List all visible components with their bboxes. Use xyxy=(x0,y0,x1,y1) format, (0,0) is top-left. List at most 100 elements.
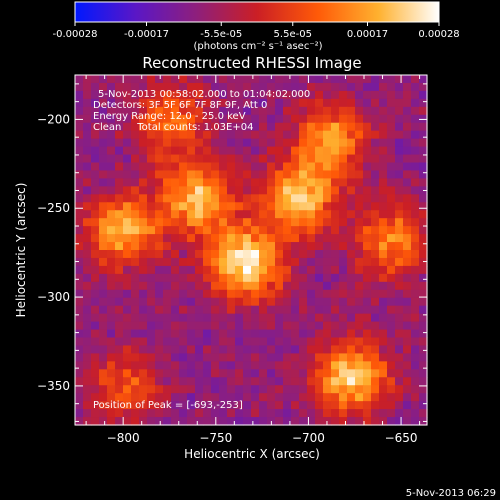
heatmap-cell xyxy=(403,417,412,426)
heatmap-cell xyxy=(203,82,212,92)
heatmap-cell xyxy=(419,385,428,394)
heatmap-cell xyxy=(403,90,412,100)
heatmap-cell xyxy=(115,170,124,179)
heatmap-cell xyxy=(163,130,172,140)
heatmap-cell xyxy=(363,329,372,339)
heatmap-cell xyxy=(203,345,212,354)
heatmap-cell xyxy=(259,409,268,418)
heatmap-cell xyxy=(315,194,324,203)
heatmap-cell xyxy=(131,130,140,140)
heatmap-cell xyxy=(115,130,124,140)
heatmap-cell xyxy=(339,297,348,307)
heatmap-cell xyxy=(387,154,396,164)
heatmap-cell xyxy=(227,202,236,211)
heatmap-cell xyxy=(363,154,372,164)
heatmap-cell xyxy=(123,90,132,100)
heatmap-cell xyxy=(363,210,372,219)
heatmap-cell xyxy=(203,321,212,331)
heatmap-cell xyxy=(315,114,324,124)
heatmap-cell xyxy=(171,250,180,259)
heatmap-cell xyxy=(403,98,412,108)
heatmap-cell xyxy=(187,82,196,92)
heatmap-cell xyxy=(275,377,284,386)
heatmap-cell xyxy=(339,273,348,283)
heatmap-cell xyxy=(187,353,196,362)
heatmap-cell xyxy=(227,194,236,203)
heatmap-cell xyxy=(291,194,300,203)
heatmap-cell xyxy=(235,98,244,108)
heatmap-cell xyxy=(363,178,372,187)
heatmap-cell xyxy=(163,202,172,211)
heatmap-cell xyxy=(291,202,300,211)
heatmap-cell xyxy=(91,353,100,362)
heatmap-cell xyxy=(227,154,236,164)
heatmap-cell xyxy=(147,393,156,402)
heatmap-cell xyxy=(259,321,268,331)
heatmap-cell xyxy=(139,75,148,84)
heatmap-cell xyxy=(363,250,372,259)
heatmap-cell xyxy=(163,329,172,339)
heatmap-cell xyxy=(211,337,220,347)
heatmap-cell xyxy=(259,353,268,362)
heatmap-cell xyxy=(179,170,188,179)
heatmap-cell xyxy=(155,82,164,92)
heatmap-cell xyxy=(131,273,140,283)
heatmap-cell xyxy=(219,265,228,275)
heatmap-cell xyxy=(299,98,308,108)
heatmap-cell xyxy=(139,345,148,354)
heatmap-cell xyxy=(299,194,308,203)
heatmap-cell xyxy=(195,162,204,172)
heatmap-cell xyxy=(355,393,364,402)
heatmap-cell xyxy=(347,130,356,140)
heatmap-cell xyxy=(107,409,116,418)
heatmap-cell xyxy=(379,313,388,323)
heatmap-cell xyxy=(115,265,124,275)
heatmap-cell xyxy=(91,210,100,219)
heatmap-cell xyxy=(179,345,188,354)
heatmap-cell xyxy=(179,385,188,394)
heatmap-cell xyxy=(243,345,252,354)
heatmap-cell xyxy=(123,186,132,195)
heatmap-cell xyxy=(83,82,92,92)
heatmap-cell xyxy=(91,361,100,370)
heatmap-cell xyxy=(203,281,212,291)
heatmap-cell xyxy=(195,114,204,124)
heatmap-cell xyxy=(267,234,276,243)
heatmap-cell xyxy=(219,130,228,140)
heatmap-cell xyxy=(107,90,116,100)
heatmap-cell xyxy=(419,170,428,179)
heatmap-cell xyxy=(203,337,212,347)
heatmap-cell xyxy=(291,242,300,251)
heatmap-cell xyxy=(203,106,212,116)
heatmap-cell xyxy=(139,202,148,211)
heatmap-cell xyxy=(163,289,172,299)
heatmap-cell xyxy=(91,345,100,354)
heatmap-cell xyxy=(99,385,108,394)
heatmap-cell xyxy=(131,353,140,362)
heatmap-cell xyxy=(347,377,356,386)
heatmap-cell xyxy=(291,361,300,370)
heatmap-cell xyxy=(75,202,84,211)
heatmap-cell xyxy=(291,106,300,116)
heatmap-cell xyxy=(219,170,228,179)
heatmap-cell xyxy=(395,409,404,418)
heatmap-cell xyxy=(355,114,364,124)
heatmap-cell xyxy=(403,242,412,251)
heatmap-cell xyxy=(219,273,228,283)
heatmap-cell xyxy=(235,377,244,386)
heatmap-cell xyxy=(187,257,196,267)
heatmap-cell xyxy=(219,122,228,132)
heatmap-cell xyxy=(331,297,340,307)
heatmap-cell xyxy=(147,417,156,426)
heatmap-cell xyxy=(259,257,268,267)
heatmap-cell xyxy=(371,281,380,291)
heatmap-cell xyxy=(147,289,156,299)
heatmap-cell xyxy=(419,353,428,362)
heatmap-cell xyxy=(235,194,244,203)
heatmap-cell xyxy=(155,377,164,386)
heatmap-cell xyxy=(219,313,228,323)
heatmap-cell xyxy=(379,409,388,418)
heatmap-cell xyxy=(275,313,284,323)
heatmap-cell xyxy=(83,273,92,283)
heatmap-cell xyxy=(211,329,220,339)
